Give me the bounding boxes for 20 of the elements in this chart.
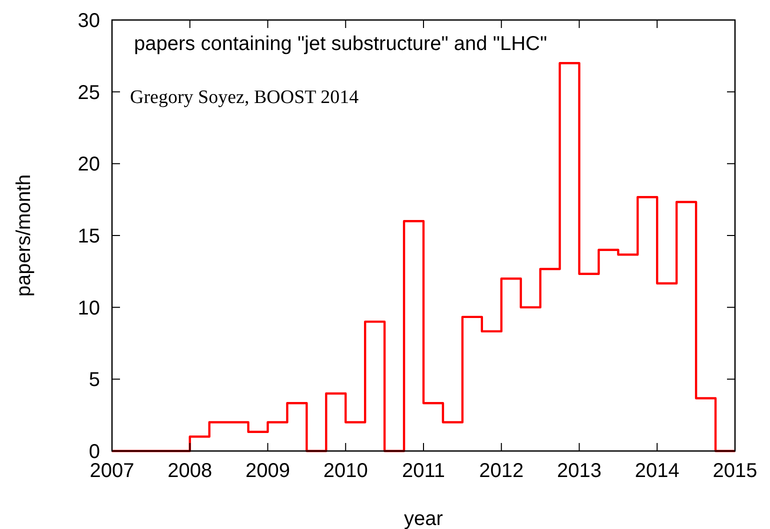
y-tick-label: 15	[78, 226, 100, 248]
x-tick-label: 2012	[479, 460, 524, 482]
x-tick-label: 2007	[90, 460, 134, 482]
y-tick-label: 10	[78, 297, 100, 320]
x-tick-label: 2009	[246, 460, 290, 482]
annotation: Gregory Soyez, BOOST 2014	[130, 87, 360, 108]
x-tick-label: 2013	[557, 460, 602, 482]
y-tick-label: 20	[78, 154, 100, 176]
x-tick-label: 2011	[402, 460, 446, 482]
y-tick-label: 25	[78, 82, 100, 104]
y-tick-label: 0	[88, 441, 100, 463]
x-tick-label: 2010	[323, 460, 368, 482]
x-tick-label: 2008	[168, 460, 212, 482]
y-tick-label: 30	[78, 10, 100, 32]
y-axis-title: papers/month	[13, 174, 35, 297]
x-tick-label: 2015	[712, 460, 758, 482]
x-tick-label: 2014	[634, 460, 680, 482]
text: papers containing "jet substructure" and "LHC"	[134, 33, 548, 55]
x-axis-title: year	[404, 508, 444, 529]
y-tick-label: 5	[88, 369, 100, 392]
